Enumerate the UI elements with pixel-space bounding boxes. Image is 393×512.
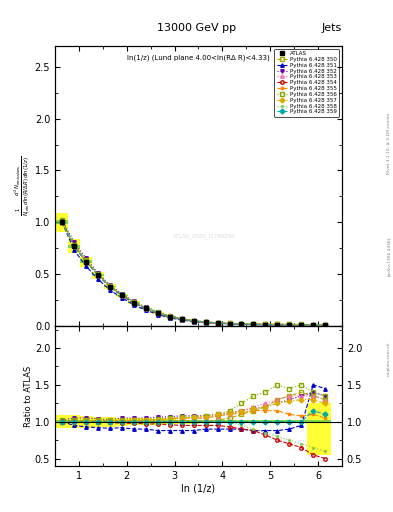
Bar [56, 420, 68, 423]
Bar [80, 420, 92, 423]
Bar [152, 420, 164, 423]
Bar [128, 420, 140, 423]
Bar [235, 420, 248, 423]
Bar [116, 295, 128, 296]
Bar [80, 416, 92, 428]
Bar [140, 308, 152, 309]
Bar [307, 420, 319, 423]
Bar [224, 420, 235, 423]
Bar [92, 272, 104, 279]
Bar [92, 274, 104, 276]
Bar [188, 420, 200, 423]
Bar [259, 420, 272, 423]
Bar [164, 419, 176, 424]
X-axis label: ln (1/z): ln (1/z) [182, 483, 215, 494]
Y-axis label: Ratio to ATLAS: Ratio to ATLAS [24, 366, 33, 426]
Bar [80, 257, 92, 267]
Bar [56, 415, 68, 429]
Text: ln(1/z) (Lund plane 4.00<ln(RΔ R)<4.33): ln(1/z) (Lund plane 4.00<ln(RΔ R)<4.33) [127, 54, 270, 61]
Text: ATLAS_2020_I1790256: ATLAS_2020_I1790256 [173, 233, 235, 239]
Bar [176, 420, 188, 423]
Bar [140, 308, 152, 309]
Text: Rivet 3.1.10, ≥ 3.1M events: Rivet 3.1.10, ≥ 3.1M events [387, 113, 391, 174]
Bar [92, 417, 104, 427]
Bar [164, 316, 176, 317]
Text: 13000 GeV pp: 13000 GeV pp [157, 23, 236, 33]
Bar [152, 312, 164, 313]
Bar [319, 403, 331, 455]
Bar [248, 420, 259, 423]
Bar [248, 420, 259, 423]
Bar [211, 420, 224, 423]
Bar [224, 420, 235, 423]
Bar [188, 420, 200, 423]
Bar [295, 420, 307, 423]
Legend: ATLAS, Pythia 6.428 350, Pythia 6.428 351, Pythia 6.428 352, Pythia 6.428 353, P: ATLAS, Pythia 6.428 350, Pythia 6.428 35… [274, 49, 339, 117]
Bar [56, 220, 68, 224]
Bar [128, 302, 140, 303]
Bar [68, 415, 80, 429]
Bar [104, 284, 116, 289]
Bar [128, 418, 140, 425]
Bar [235, 420, 248, 423]
Bar [68, 245, 80, 248]
Bar [116, 294, 128, 297]
Bar [128, 302, 140, 304]
Text: Jets: Jets [321, 23, 342, 33]
Bar [164, 420, 176, 423]
Bar [140, 418, 152, 425]
Bar [68, 239, 80, 253]
Bar [283, 420, 295, 423]
Bar [68, 420, 80, 423]
Bar [176, 419, 188, 424]
Bar [259, 420, 272, 423]
Y-axis label: $\frac{1}{N_{\rm jets}}\frac{d^2 N_{\rm emissions}}{d\ln(R/\Delta R)\,d\ln(1/z)}: $\frac{1}{N_{\rm jets}}\frac{d^2 N_{\rm … [13, 156, 33, 216]
Bar [200, 420, 211, 423]
Bar [104, 417, 116, 426]
Bar [295, 420, 307, 423]
Text: [arXiv:1306.3436]: [arXiv:1306.3436] [387, 237, 391, 275]
Bar [211, 420, 224, 423]
Bar [80, 261, 92, 263]
Bar [272, 420, 283, 423]
Bar [152, 419, 164, 424]
Bar [116, 418, 128, 426]
Bar [200, 420, 211, 423]
Bar [140, 420, 152, 423]
Bar [56, 213, 68, 231]
Bar [319, 420, 331, 423]
Text: mcplots.cern.ch: mcplots.cern.ch [387, 341, 391, 376]
Bar [272, 420, 283, 423]
Bar [104, 286, 116, 287]
Bar [92, 420, 104, 423]
Bar [116, 420, 128, 423]
Bar [283, 420, 295, 423]
Bar [104, 420, 116, 423]
Bar [307, 403, 319, 455]
